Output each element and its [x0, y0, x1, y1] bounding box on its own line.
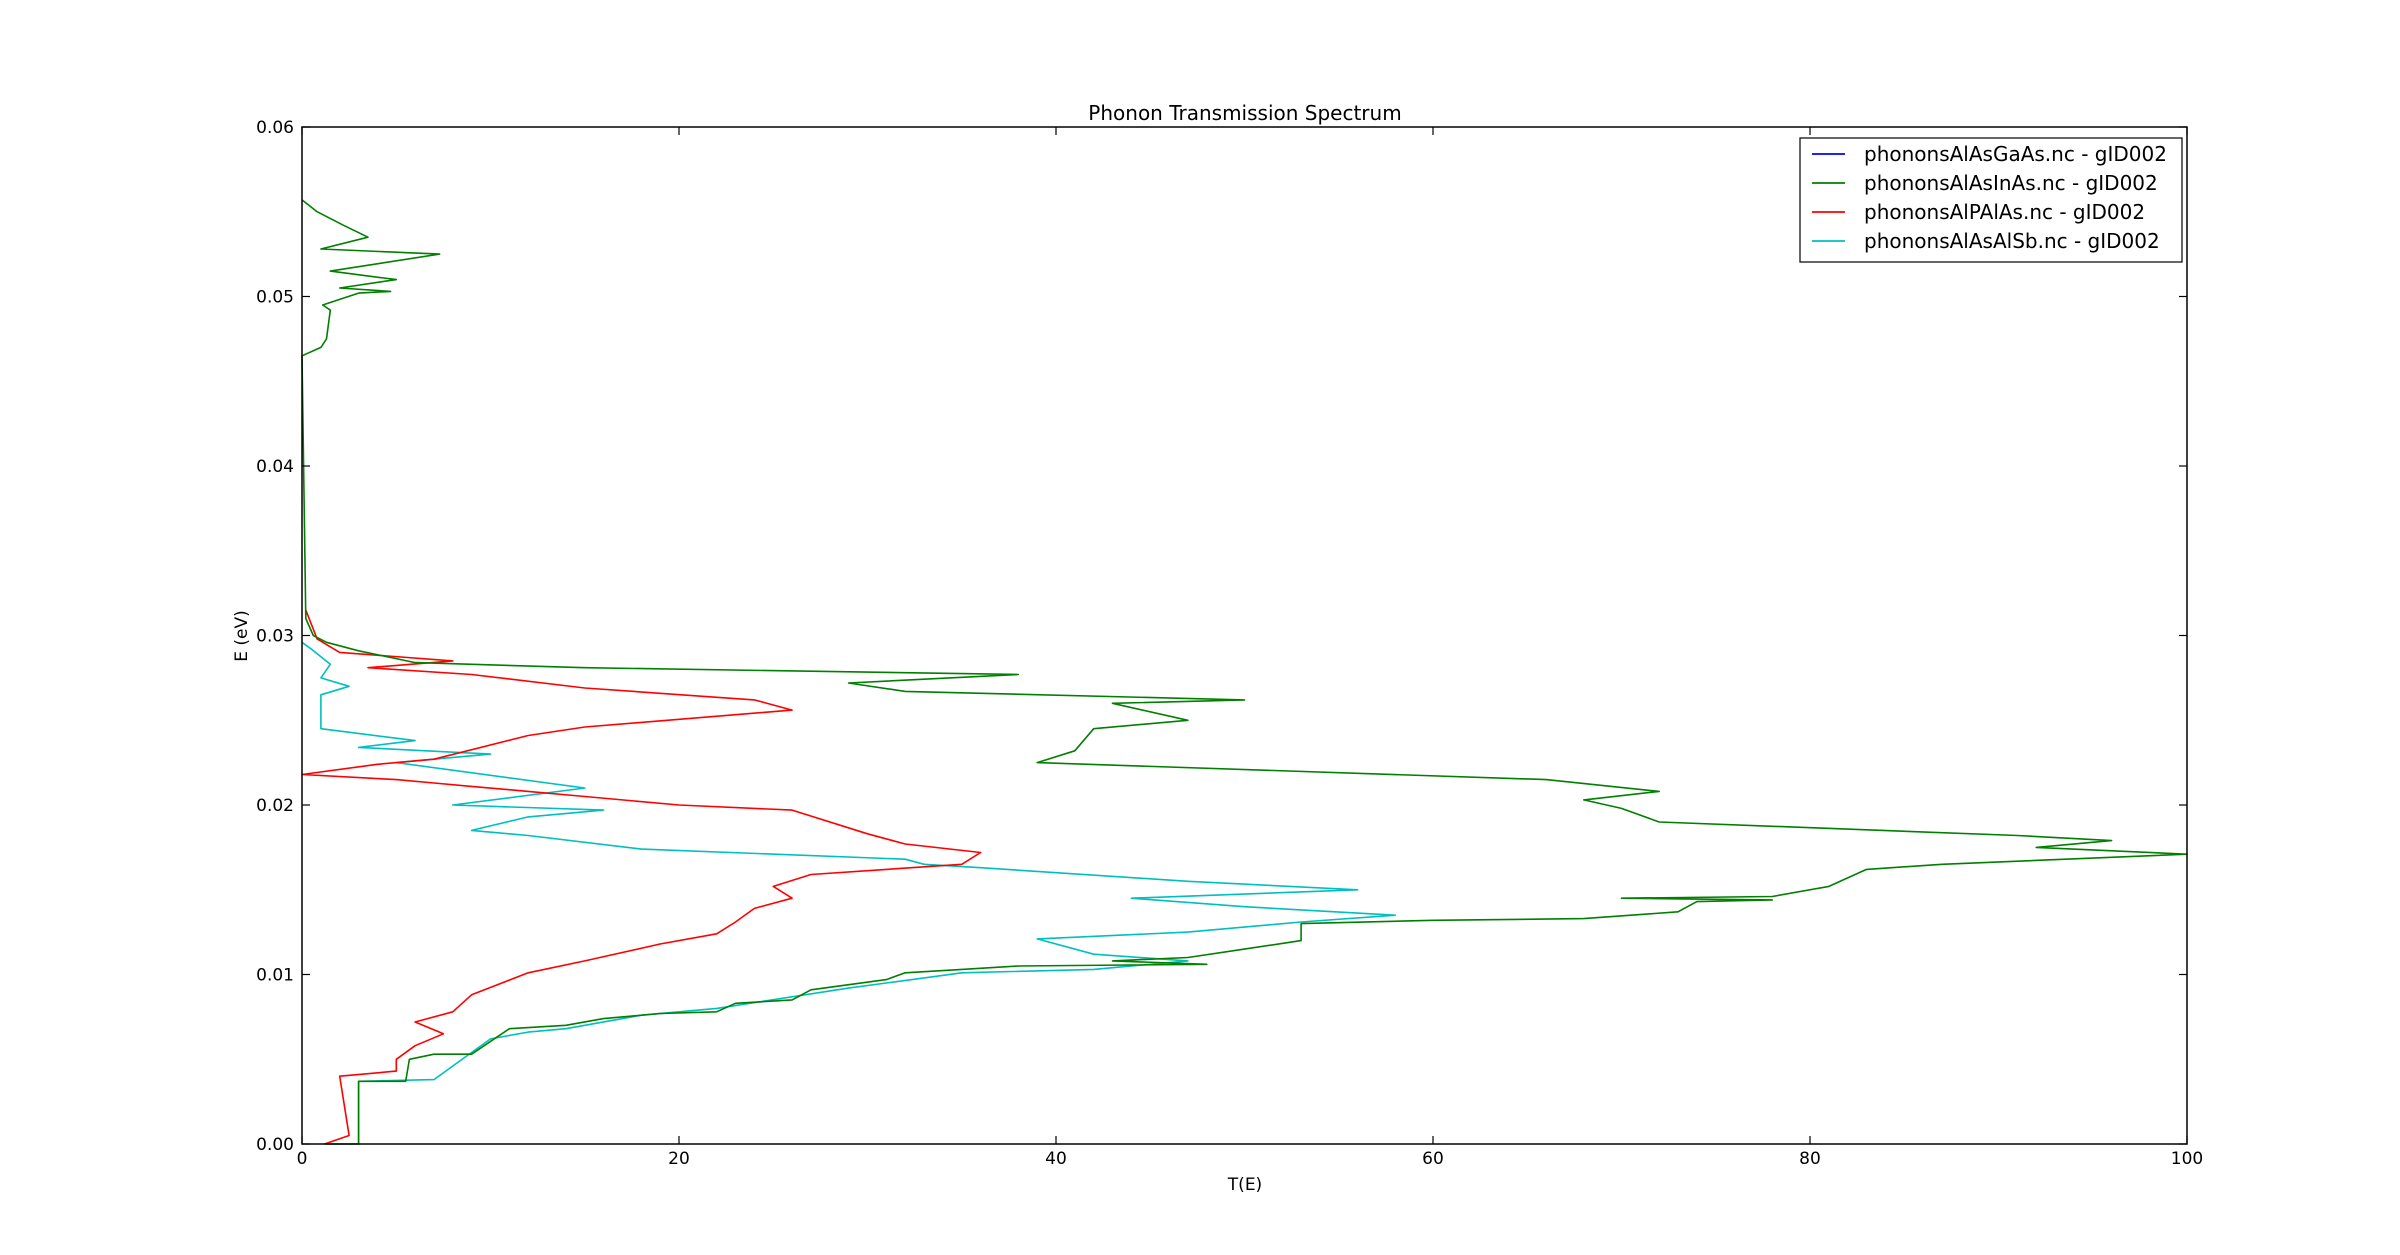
legend: phononsAlAsGaAs.nc - gID002 phononsAlAsIn… [1799, 137, 2183, 263]
y-tick-label: 0.01 [256, 966, 294, 986]
tick-layer: 0 20 40 60 80 100 0.00 0.01 0.02 0.03 0.04 0.05 0.06 [256, 118, 2203, 1169]
series-line-2 [301, 609, 982, 1145]
legend-box [1799, 137, 2183, 263]
legend-label: phononsAlAsGaAs.nc - gID002 [1864, 142, 2167, 166]
x-axis-label: T(E) [1227, 1175, 1262, 1195]
series-layer [301, 199, 2188, 1145]
y-tick-label: 0.02 [256, 796, 294, 816]
x-tick-label: 40 [1045, 1149, 1067, 1169]
legend-label: phononsAlAsAlSb.nc - gID002 [1864, 229, 2160, 253]
x-tick-label: 80 [1799, 1149, 1821, 1169]
plot-frame [301, 126, 2188, 1145]
chart-title: Phonon Transmission Spectrum [1088, 101, 1401, 125]
y-axis-label: E (eV) [232, 610, 252, 662]
series-line-1 [301, 199, 2188, 1145]
y-tick-label: 0.03 [256, 627, 294, 647]
series-line-3 [301, 641, 1397, 1144]
y-tick-label: 0.06 [256, 118, 294, 138]
x-tick-label: 20 [668, 1149, 690, 1169]
y-tick-label: 0.00 [256, 1135, 294, 1155]
x-tick-label: 100 [2171, 1149, 2203, 1169]
x-tick-label: 60 [1422, 1149, 1444, 1169]
y-tick-label: 0.05 [256, 288, 294, 308]
x-tick-label: 0 [297, 1149, 308, 1169]
y-tick-label: 0.04 [256, 457, 294, 477]
legend-label: phononsAlAsInAs.nc - gID002 [1864, 171, 2158, 195]
legend-label: phononsAlPAlAs.nc - gID002 [1864, 200, 2145, 224]
